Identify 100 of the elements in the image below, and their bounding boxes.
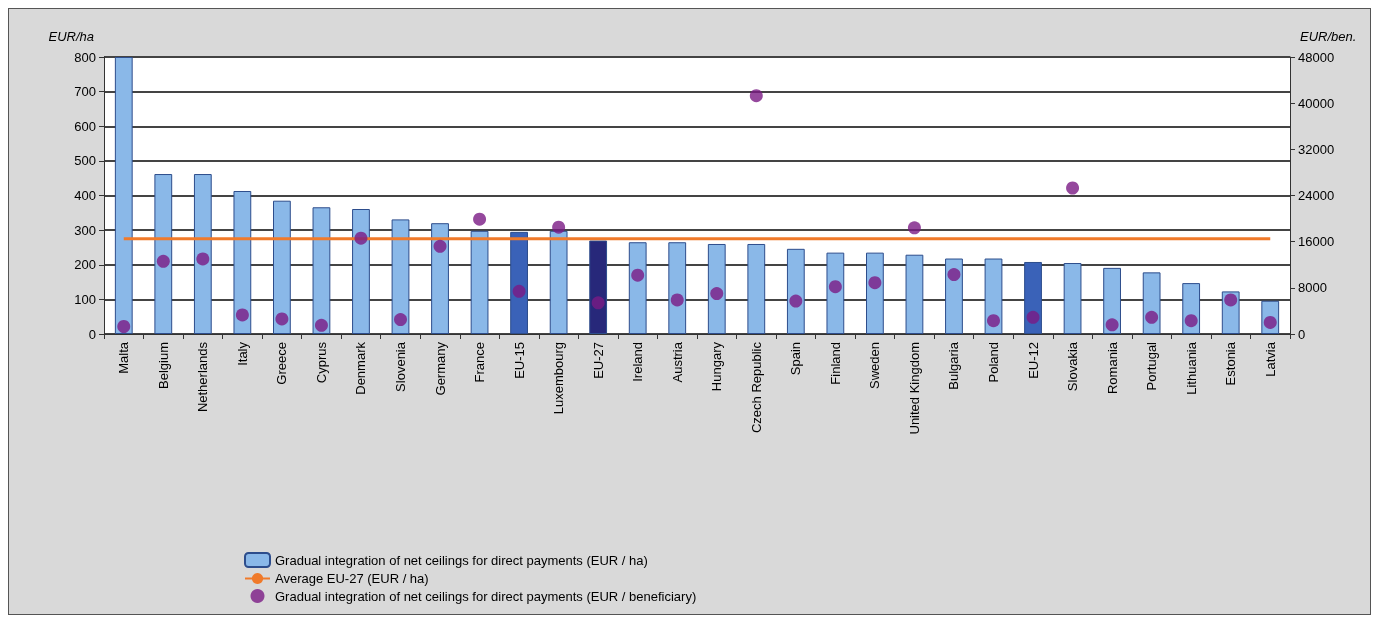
y2-tick-label: 0 [1298,326,1306,342]
point [947,268,961,282]
y2-tick-label: 16000 [1298,234,1335,250]
y-tick-label: 700 [74,84,96,100]
x-tick-label: Luxembourg [551,342,567,415]
x-tick-label: United Kingdom [906,342,922,435]
bar [470,230,489,334]
bar [1063,263,1082,334]
point [156,254,170,268]
y-tick-label: 400 [74,188,96,203]
y2-tick-label: 8000 [1298,280,1327,296]
x-tick-label: Germany [432,341,448,396]
point [631,268,645,282]
x-tick-label: Bulgaria [946,341,962,390]
point [907,221,921,235]
bar [628,242,647,334]
point [552,220,566,234]
x-tick-label: EU-27 [590,342,606,379]
point [710,287,724,301]
x-tick-label: Lithuania [1183,341,1199,395]
bar [154,174,173,334]
legend-label: Gradual integration of net ceilings for direct payments (EUR / ha) [275,552,648,568]
point [512,284,526,298]
x-tick-label: Finland [827,342,843,385]
y2-tick-label: 32000 [1298,141,1335,157]
x-tick-label: Belgium [155,342,171,389]
point [987,314,1000,328]
point [1145,310,1159,324]
bar [668,242,687,334]
x-tick-label: Czech Republic [748,341,764,434]
y-tick-label: 100 [74,291,96,307]
y-tick-label: 600 [74,118,96,134]
point [117,320,131,333]
x-tick-label: Portugal [1144,341,1160,391]
point [235,308,249,322]
bar [549,230,568,334]
point [314,318,328,332]
x-tick-label: Netherlands [195,341,211,413]
point [1184,314,1198,328]
y2-tick-label: 24000 [1298,188,1335,203]
x-tick-label: Malta [116,341,132,374]
y-tick-label: 500 [74,153,96,169]
x-tick-label: Spain [788,342,804,376]
bar [391,219,410,334]
x-tick-label: Romania [1104,341,1120,395]
bar [352,209,370,334]
point [868,276,882,290]
x-tick-label: Latvia [1262,341,1278,377]
x-tick-label: Estonia [1223,341,1239,386]
bar [786,248,805,334]
point [591,296,605,310]
x-tick-label: Ireland [630,342,646,382]
x-tick-label: EU-15 [511,342,527,379]
bar [233,191,252,334]
x-tick-label: EU-12 [1025,342,1041,379]
point [1105,318,1119,332]
bar [273,200,291,334]
legend-label: Gradual integration of net ceilings for direct payments (EUR / beneficiary) [275,588,697,604]
x-tick-label: Slovenia [393,341,408,392]
point [275,312,289,326]
y-tick-label: 300 [74,222,96,238]
bar [707,243,726,334]
bar [866,252,884,334]
point [394,313,407,327]
legend-label: Average EU-27 (EUR / ha) [275,571,429,586]
point [354,231,368,245]
bar [114,57,133,334]
y-tick-label: 200 [74,257,96,273]
point [1066,181,1080,195]
x-tick-label: France [472,342,488,383]
x-tick-label: Austria [669,341,685,383]
x-tick-label: Hungary [709,341,725,392]
x-tick-label: Italy [234,341,250,366]
bar [312,207,331,334]
y-tick-label: 800 [74,49,96,65]
point [473,212,487,226]
point [749,89,763,103]
point [1224,293,1238,307]
y2-axis-title: EUR/ben. [1300,29,1357,44]
bar [589,240,608,334]
y-tick-label: 0 [88,326,96,342]
x-tick-label: Slovakia [1065,341,1081,392]
x-tick-label: Denmark [353,341,369,395]
bar [747,243,766,334]
x-tick-label: Cyprus [313,341,329,384]
point [433,239,447,253]
y-axis-title: EUR/ha [48,29,94,44]
y2-tick-label: 40000 [1298,95,1335,111]
point [789,294,803,308]
point [1026,310,1040,324]
x-tick-label: Sweden [867,342,883,389]
x-tick-label: Poland [986,342,1001,383]
x-tick-label: Greece [274,342,290,385]
y2-tick-label: 48000 [1298,49,1335,65]
bar [905,254,924,334]
point [196,252,210,266]
bar [193,174,212,334]
point [670,293,684,307]
bar [826,252,845,334]
point [828,280,842,294]
